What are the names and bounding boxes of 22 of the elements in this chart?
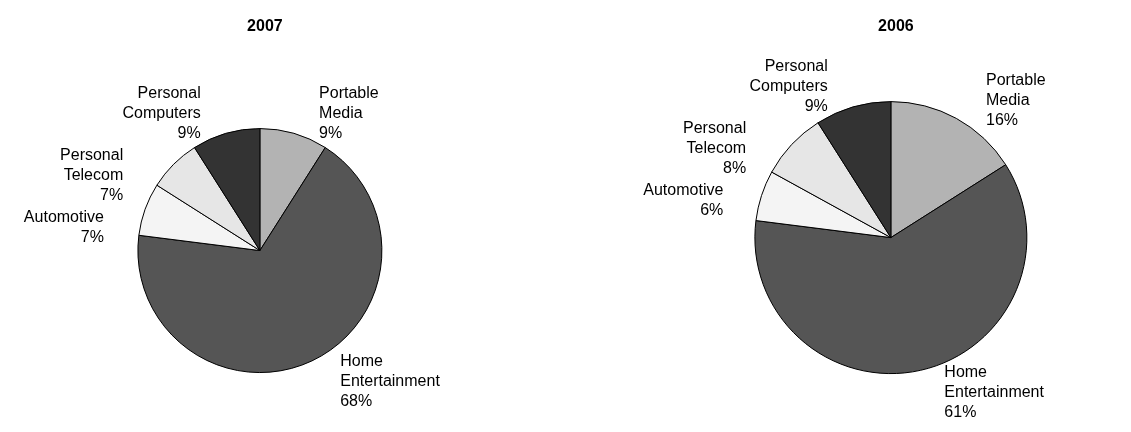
data-label: 7% (100, 185, 124, 203)
data-label: 16% (985, 110, 1019, 128)
slice-label: Home Entertainment (944, 363, 1045, 401)
slice-label: Personal Computers (749, 57, 828, 95)
slice-label: Portable Media (319, 83, 379, 121)
data-label: 68% (340, 392, 373, 410)
data-label: 9% (319, 123, 343, 141)
data-label: 8% (723, 159, 747, 177)
data-label: 6% (700, 201, 724, 219)
chart-title: 2006 (878, 16, 914, 34)
slice-label: Personal Computers (122, 83, 201, 121)
data-label: 7% (80, 227, 104, 245)
chart-title: 2007 (247, 16, 283, 34)
data-label: 9% (804, 97, 828, 115)
data-label: 9% (177, 123, 201, 141)
slice-label: Portable Media (985, 70, 1046, 108)
slice-label: Automotive (643, 181, 724, 199)
data-label: 61% (944, 403, 977, 421)
slice-label: Automotive (23, 207, 105, 225)
slice-label: Home Entertainment (340, 352, 441, 390)
slice-label: Personal Telecom (683, 119, 747, 157)
slice-label: Personal Telecom (60, 145, 124, 183)
